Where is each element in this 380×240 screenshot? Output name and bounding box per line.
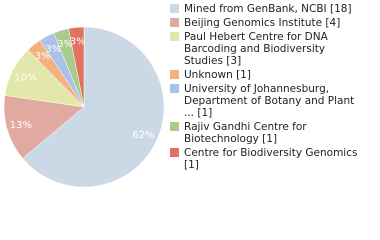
- pie-slice: [3, 95, 85, 159]
- slice-label: 3%: [57, 39, 73, 50]
- legend-swatch: [170, 18, 179, 27]
- legend-swatch: [170, 70, 179, 79]
- pie-chart: 62%13%10%3%3%3%3%: [3, 26, 165, 188]
- legend-swatch: [170, 4, 179, 13]
- legend-item: Centre for Biodiversity Genomics [1]: [170, 147, 375, 171]
- pie-slice: [22, 26, 165, 188]
- legend-item: Rajiv Gandhi Centre for Biotechnology [1…: [170, 121, 375, 145]
- legend-label: Mined from GenBank, NCBI [18]: [184, 3, 352, 15]
- legend-item: Beijing Genomics Institute [4]: [170, 17, 375, 29]
- legend-item: Unknown [1]: [170, 69, 375, 81]
- slice-label: 3%: [70, 37, 86, 48]
- legend-item: Mined from GenBank, NCBI [18]: [170, 3, 375, 15]
- legend-label: Unknown [1]: [184, 69, 251, 81]
- legend-label: Paul Hebert Centre for DNA Barcoding and…: [184, 31, 328, 67]
- legend-item: University of Johannesburg, Department o…: [170, 83, 375, 119]
- pie-slice: [68, 26, 85, 108]
- legend-swatch: [170, 122, 179, 131]
- legend-label: Beijing Genomics Institute [4]: [184, 17, 341, 29]
- legend-swatch: [170, 148, 179, 157]
- slice-label: 62%: [132, 130, 154, 141]
- legend: Mined from GenBank, NCBI [18] Beijing Gen…: [170, 3, 375, 173]
- legend-label: Centre for Biodiversity Genomics [1]: [184, 147, 358, 171]
- slice-label: 3%: [35, 51, 51, 62]
- legend-swatch: [170, 84, 179, 93]
- legend-item: Paul Hebert Centre for DNA Barcoding and…: [170, 31, 375, 67]
- legend-label: University of Johannesburg, Department o…: [184, 83, 355, 119]
- legend-swatch: [170, 32, 179, 41]
- slice-label: 3%: [45, 44, 61, 55]
- slice-label: 10%: [14, 72, 36, 83]
- slice-label: 13%: [10, 120, 32, 131]
- legend-label: Rajiv Gandhi Centre for Biotechnology [1…: [184, 121, 307, 145]
